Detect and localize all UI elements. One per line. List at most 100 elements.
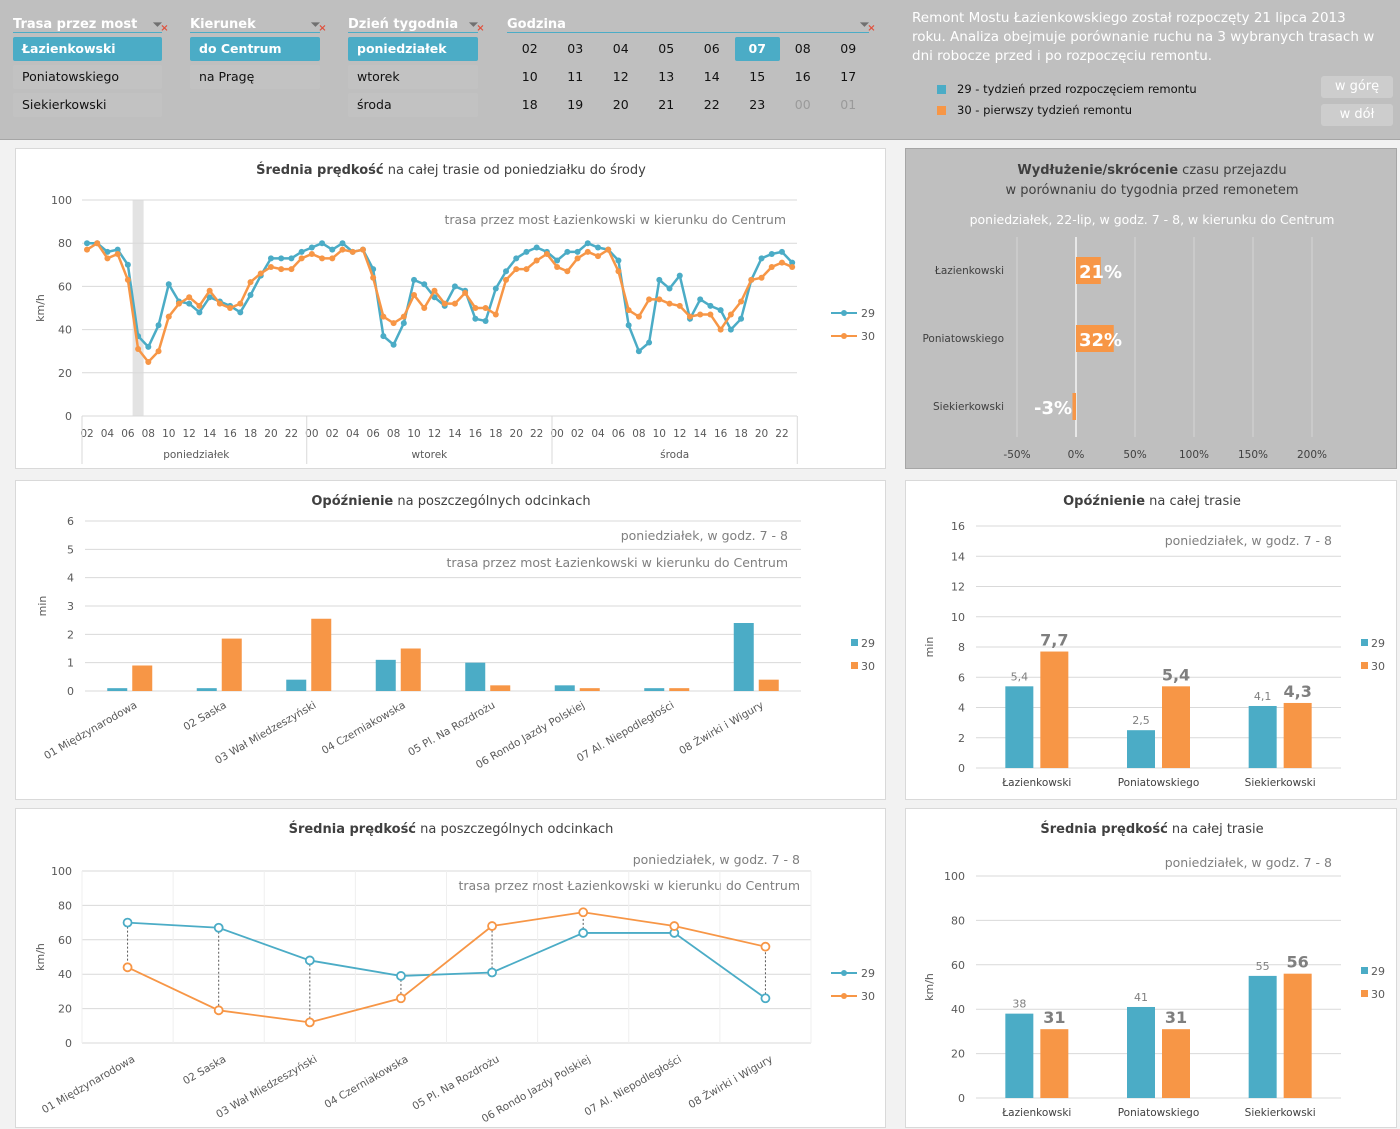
category-label: Siekierkowski: [1245, 777, 1316, 789]
category-label: 05 Pl. Na Rozdrożu: [410, 1053, 501, 1113]
x-tick-label: 08: [387, 428, 400, 440]
legend-label: 29 - tydzień przed rozpoczęciem remontu: [957, 82, 1197, 96]
slicer-hour: Godzina ⏷ 02 03 04 05 06 07 08 09 10 11 12 13 14 15 16 17…: [507, 8, 875, 117]
y-tick-label: 6: [67, 515, 74, 528]
category-label: Poniatowskiego: [922, 333, 1004, 345]
hour-item[interactable]: 09: [840, 41, 857, 56]
hour-item[interactable]: 00: [794, 97, 811, 112]
hour-item[interactable]: 11: [567, 69, 584, 84]
data-point: [396, 971, 406, 981]
hour-grid: 02 03 04 05 06 07 08 09 10 11 12 13 14 15 16 17 18 19 20 21…: [507, 37, 869, 117]
hour-item[interactable]: 18: [521, 97, 538, 112]
data-point: [578, 928, 589, 938]
data-point: [237, 309, 244, 316]
bar: [1072, 393, 1076, 420]
clear-filter-icon[interactable]: ⏷: [860, 18, 875, 34]
y-tick-label: 100: [51, 194, 72, 207]
slicer-item[interactable]: do Centrum: [190, 37, 320, 61]
data-point: [237, 300, 244, 307]
slicer-item[interactable]: na Pragę: [190, 65, 320, 89]
chart-title: Średnia prędkość na całej trasie: [1040, 821, 1263, 837]
slicer-item[interactable]: Siekierkowski: [13, 93, 162, 117]
x-tick-label: 20: [510, 428, 523, 440]
clear-filter-icon[interactable]: ⏷: [469, 18, 484, 34]
hour-item[interactable]: 14: [703, 69, 720, 84]
category-label: 01 Międzynarodowa: [40, 1053, 137, 1116]
data-point: [748, 276, 755, 283]
data-point: [431, 287, 438, 294]
y-tick-label: 0: [958, 762, 965, 775]
hour-item[interactable]: 19: [567, 97, 584, 112]
hour-item[interactable]: 08: [794, 41, 811, 56]
slicer-item[interactable]: Łazienkowski: [13, 37, 162, 61]
x-tick-label: 14: [448, 428, 462, 440]
series-line-30: [127, 911, 766, 1024]
data-point: [267, 255, 274, 262]
legend-label: 30: [861, 660, 875, 673]
hour-item[interactable]: 05: [658, 41, 675, 56]
data-point: [247, 292, 254, 299]
category-label: Łazienkowski: [934, 265, 1004, 277]
down-button[interactable]: w dół: [1321, 104, 1393, 126]
slicer-title-text: Kierunek: [190, 17, 256, 32]
bar-30: [669, 688, 690, 691]
legend-week-30: 30 - pierwszy tydzień remontu: [937, 103, 1132, 117]
x-tick-label: 20: [264, 428, 277, 440]
clear-filter-icon[interactable]: ⏷: [153, 18, 168, 34]
hour-item[interactable]: 02: [521, 41, 538, 56]
hour-item[interactable]: 04: [612, 41, 629, 56]
chart-title-rest: na całej trasie: [1168, 822, 1264, 837]
up-button[interactable]: w górę: [1321, 76, 1393, 98]
data-point: [543, 251, 550, 257]
hour-item[interactable]: 20: [612, 97, 629, 112]
y-tick-label: 0: [65, 1037, 72, 1050]
y-tick-label: 60: [58, 934, 72, 947]
hour-item[interactable]: 06: [703, 41, 720, 56]
hour-item[interactable]: 12: [612, 69, 629, 84]
x-tick-label: 150%: [1238, 449, 1268, 461]
slicer-item[interactable]: Poniatowskiego: [13, 65, 162, 89]
data-point: [472, 305, 479, 311]
y-tick-label: 100: [944, 870, 965, 883]
category-label: 07 Al. Niepodległości: [582, 1053, 683, 1118]
category-label: Łazienkowski: [1001, 1107, 1071, 1119]
x-tick-label: 08: [632, 428, 645, 440]
x-tick-label: 22: [530, 428, 543, 440]
hour-item[interactable]: 17: [840, 69, 857, 84]
hour-item[interactable]: 03: [567, 41, 584, 56]
data-point: [513, 266, 520, 273]
hour-item[interactable]: 07: [734, 37, 780, 61]
slicer-item[interactable]: środa: [348, 93, 478, 117]
category-label: Siekierkowski: [1245, 1107, 1316, 1119]
hour-item[interactable]: 23: [749, 97, 766, 112]
y-tick-label: 60: [951, 959, 965, 972]
hour-item[interactable]: 01: [840, 97, 857, 112]
slicer-item[interactable]: wtorek: [348, 65, 478, 89]
data-label: 56: [1287, 953, 1309, 972]
y-tick-label: 2: [958, 732, 965, 745]
category-label: Poniatowskiego: [1118, 1107, 1200, 1119]
chart-subtitle: poniedziałek, w godz. 7 - 8: [1165, 855, 1332, 870]
hour-item[interactable]: 13: [658, 69, 675, 84]
filter-header: Trasa przez most ⏷ Łazienkowski Poniatowski…: [0, 0, 1400, 140]
bar-29: [107, 688, 128, 691]
data-point: [122, 917, 133, 928]
y-tick-label: 80: [58, 237, 72, 250]
x-tick-label: 22: [285, 428, 298, 440]
data-label: 5,4: [1162, 665, 1190, 684]
data-label: 2,5: [1132, 714, 1150, 727]
data-point: [145, 359, 152, 365]
y-tick-label: 8: [958, 641, 965, 654]
slicer-item[interactable]: poniedziałek: [348, 37, 478, 61]
y-tick-label: 40: [951, 1003, 965, 1016]
data-point: [492, 311, 499, 318]
hour-item[interactable]: 16: [794, 69, 811, 84]
hour-item[interactable]: 22: [703, 97, 720, 112]
hour-item[interactable]: 10: [521, 69, 538, 84]
hour-item[interactable]: 21: [658, 97, 675, 112]
clear-filter-icon[interactable]: ⏷: [311, 18, 326, 34]
hour-item[interactable]: 15: [749, 69, 766, 84]
data-point: [288, 266, 295, 273]
x-tick-label: 10: [653, 428, 666, 440]
chart-speed-total: Średnia prędkość na całej trasie poniedzi…: [905, 808, 1397, 1128]
